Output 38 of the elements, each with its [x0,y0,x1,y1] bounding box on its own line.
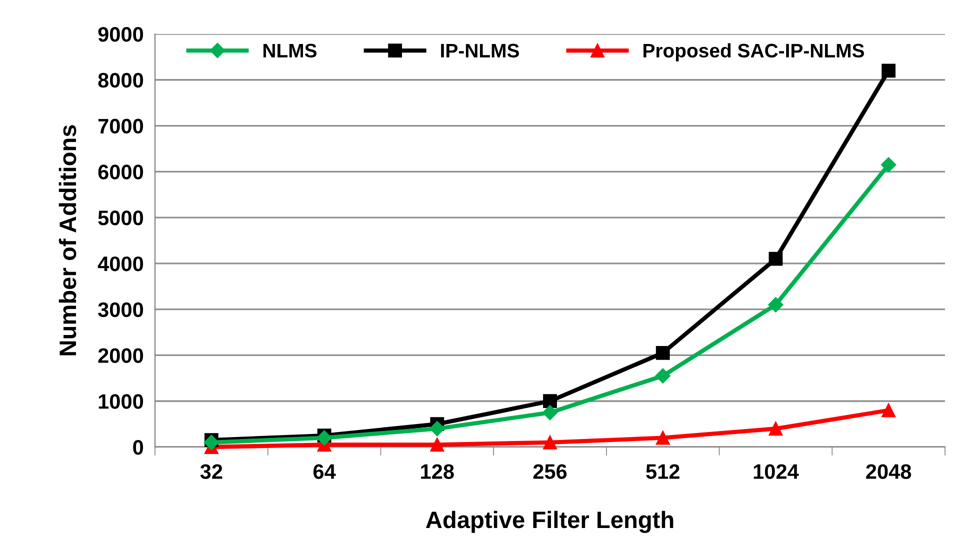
y-tick-label: 9000 [98,27,144,42]
x-tick-label: 512 [646,464,680,479]
y-tick-label: 3000 [98,302,144,318]
x-tick-label: 1024 [754,464,799,479]
y-tick-label: 2000 [98,348,144,363]
y-tick-label: 6000 [98,164,144,180]
y-tick-label: 1000 [98,394,144,409]
x-tick-label: 32 [200,464,222,479]
point [543,394,557,408]
point [768,422,783,436]
point [430,438,444,452]
x-tick-label: 128 [421,464,454,479]
point [656,346,670,360]
point [881,157,896,172]
x-tick-label: 2048 [866,464,912,479]
point [204,434,219,450]
y-tick-label: 7000 [98,118,144,134]
x-tick-label: 256 [533,464,567,479]
point [882,403,896,418]
point [655,368,670,384]
point [430,421,445,436]
y-tick-label: 5000 [98,210,144,226]
x-tick-label: 64 [313,464,336,479]
point [316,430,332,446]
point [543,435,557,450]
x-axis-title: Adaptive Filter Length [426,510,674,533]
legend-label: IP-NLMS [441,44,519,58]
legend-label: Proposed SAC-IP-NLMS [644,43,864,62]
legend-label: NLMS [263,44,317,58]
point [882,64,896,78]
y-axis-title: Number of Additions [58,125,76,356]
y-tick-label: 4000 [98,256,144,272]
point [656,430,670,445]
point [542,405,558,420]
point [768,252,783,266]
point [768,297,784,312]
y-tick-label: 8000 [98,72,144,88]
y-tick-label: 0 [133,440,144,455]
